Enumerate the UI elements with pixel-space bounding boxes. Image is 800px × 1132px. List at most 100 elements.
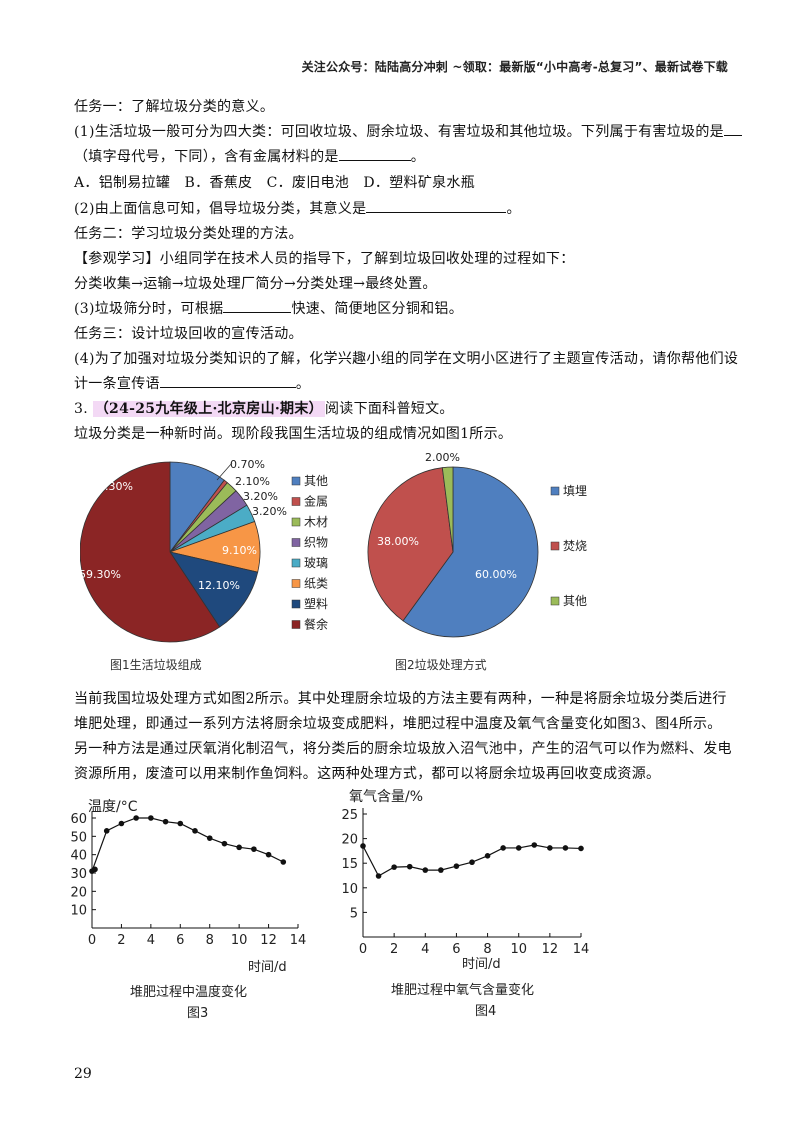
question-1-text: (1)生活垃圾一般可分为四大类：可回收垃圾、厨余垃圾、有害垃圾和其他垃圾。下列属… [74,124,724,140]
legend-swatch-5 [291,579,301,588]
label-leader-1 [216,462,233,481]
paragraph-line-4: 资源所用，废渣可以用来制作鱼饲料。这两种处理方式，都可以将厨余垃圾再回收变成资源… [74,766,661,782]
figure-caption: 图3 [187,1006,208,1021]
process-flow-line: 分类收集→运输→垃圾处理厂简分→分类处理→最终处置。 [74,276,437,292]
y-tick-label-2: 30 [70,867,87,882]
slice-label-2: 2.00% [425,451,460,464]
paragraph-line-2: 堆肥处理，即通过一系列方法将厨余垃圾变成肥料，堆肥过程中温度及氧气含量变化如图3… [74,716,722,732]
legend-label-7: 餐余 [304,617,328,632]
data-point-8 [484,853,491,859]
data-point-9 [221,840,228,847]
legend-swatch-4 [291,558,301,568]
y-tick-label-1: 10 [341,882,358,897]
question-4-line: (4)为了加强对垃圾分类知识的了解，化学兴趣小组的同学在文明小区进行了主题宣传活… [74,351,739,367]
legend-swatch-0 [291,476,301,486]
period: 。 [506,201,521,217]
y-axis-label: 温度/°C [88,799,138,815]
x-tick-label-4: 8 [206,933,214,948]
x-tick-label-1: 2 [117,933,125,948]
options-line: A．铝制易拉罐 B．香蕉皮 C．废旧电池 D．塑料矿泉水瓶 [74,175,476,191]
answer-blank-4[interactable] [223,298,292,313]
data-point-6 [453,863,460,869]
paragraph-line-1: 当前我国垃圾处理方式如图2所示。其中处理厨余垃圾的方法主要有两种，一种是将厨余垃… [74,691,727,707]
data-point-8 [206,835,213,841]
legend-label-1: 焚烧 [563,539,587,553]
x-tick-label-0: 0 [359,942,367,957]
legend-label-0: 其他 [304,474,328,488]
pie-slice-6 [169,551,259,628]
chart-title: 堆肥过程中温度变化 [130,984,247,1000]
slice-label-0: 10.30% [91,480,133,493]
question-number: 3. [74,401,88,417]
pie-slice-0 [402,466,539,638]
data-point-extra [92,866,98,873]
data-point-7 [469,859,475,866]
answer-blank-2[interactable] [338,146,411,161]
legend-swatch-2 [291,517,301,527]
data-point-9 [500,845,506,851]
x-tick-label-7: 14 [290,933,307,948]
data-point-12 [265,851,272,858]
x-tick-label-2: 4 [421,942,429,957]
x-tick-label-4: 8 [483,942,491,957]
task-one-title: 任务一：了解垃圾分类的意义。 [74,99,275,115]
x-tick-label-5: 10 [231,933,248,948]
legend-swatch-7 [291,620,301,629]
slice-label-4: 3.20% [252,505,287,518]
y-tick-label-3: 20 [341,833,358,848]
data-point-5 [438,867,444,873]
y-axis-label: 氧气含量/% [349,789,423,805]
y-tick-label-0: 5 [350,906,358,921]
x-tick-label-5: 10 [510,942,527,957]
x-tick-label-3: 6 [452,942,460,957]
question-1-text-2: （填字母代号，下同），含有金属材料的是 [74,149,339,165]
data-point-4 [422,867,429,873]
y-tick-label-1: 20 [70,885,87,900]
legend-swatch-6 [291,599,301,609]
slice-label-2: 2.10% [235,475,270,488]
x-tick-label-1: 2 [390,942,398,957]
figure-caption-2: 图2垃圾处理方式 [395,657,487,672]
pie-slice-7 [80,461,221,643]
slice-label-6: 12.10% [198,579,240,592]
data-point-11 [531,842,538,848]
data-point-7 [192,828,198,834]
answer-blank-3[interactable] [366,198,507,213]
data-point-13 [280,859,287,865]
page-header: 关注公众号：陆陆高分冲刺 ~领取：最新版“小中高考-总复习”、最新试卷下载 [301,60,728,74]
legend-label-2: 其他 [563,594,587,608]
legend-label-0: 填埋 [563,484,587,498]
question-3-header: 3. （24-25九年级上·北京房山·期末） 阅读下面科普短文。 [74,398,454,418]
y-tick-label-4: 25 [341,808,358,823]
answer-blank-5[interactable] [159,373,296,388]
period: 。 [295,376,311,392]
data-point-4 [148,815,154,821]
figure-caption-1: 图1生活垃圾组成 [110,657,202,672]
answer-blank-1[interactable] [723,121,742,136]
x-tick-label-2: 4 [147,933,155,948]
legend-label-3: 织物 [304,536,328,550]
visit-study-line: 【参观学习】小组同学在技术人员的指导下，了解到垃圾回收处理的过程如下： [74,251,575,267]
y-tick-label-4: 50 [70,830,87,845]
source-tag: （24-25九年级上·北京房山·期末） [92,401,325,417]
y-tick-label-2: 15 [341,857,358,872]
data-point-1 [103,828,110,834]
y-tick-label-3: 40 [70,849,87,864]
slice-label-5: 9.10% [222,544,257,557]
legend-swatch-1 [550,541,560,551]
question-1-line: (1)生活垃圾一般可分为四大类：可回收垃圾、厨余垃圾、有害垃圾和其他垃圾。下列属… [74,121,742,141]
y-tick-label-0: 10 [70,904,87,919]
data-point-2 [118,820,125,827]
data-point-5 [162,818,169,825]
data-point-0 [360,843,366,849]
legend-label-2: 木材 [304,515,328,529]
y-tick-label-5: 60 [70,812,87,827]
data-point-1 [375,873,382,879]
question-4-line-2: 计一条宣传语 。 [74,373,310,393]
question-1-line-2: （填字母代号，下同），含有金属材料的是 。 [74,146,425,166]
question-3-text-2: 快速、简便地区分铜和铝。 [291,301,464,317]
x-tick-label-0: 0 [88,933,96,948]
data-point-12 [547,845,553,851]
